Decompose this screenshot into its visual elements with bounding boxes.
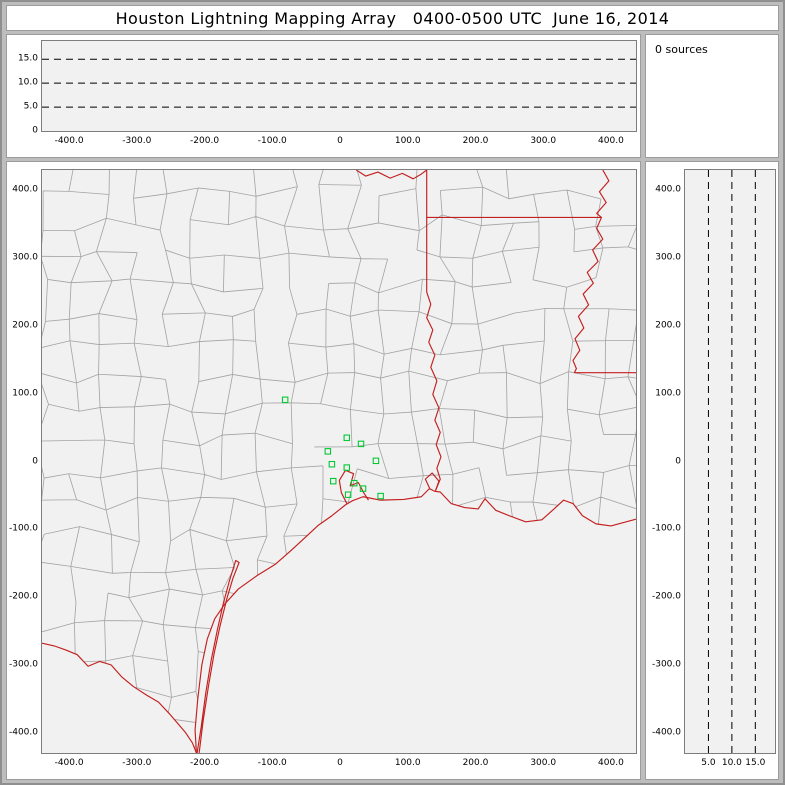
ew-distance-tick-label: 100.0: [394, 758, 421, 768]
lma-station-marker: [328, 460, 336, 468]
state-border-gulf-coastline: [194, 488, 636, 753]
lma-station-marker: [281, 396, 289, 404]
ew-distance-tick-label: -100.0: [257, 136, 287, 146]
ns-distance-tick-label: 300.0: [12, 252, 38, 263]
ew-distance-tick-label: -300.0: [122, 758, 152, 768]
ns-distance-tick-label: -100.0: [651, 523, 681, 534]
ns-distance-tick-label: 0: [675, 456, 681, 466]
ew-altitude-tick-label: 10.0: [17, 77, 38, 88]
ew-altitude-tick-label: 5.0: [23, 101, 38, 112]
ns-distance-tick-label: 300.0: [655, 252, 681, 263]
panel-altitude-vs-eastwest: 15.0 10.0 5.0 0 -400.0 -300.0 -200.0 -100.0 0 100…: [6, 34, 641, 158]
lma-station-marker: [350, 479, 358, 487]
ew-distance-tick-label: -200.0: [190, 758, 220, 768]
panel-plan-view-map: 400.0 300.0 200.0 100.0 0 -100.0 -200.0 -300.0 -…: [6, 161, 641, 780]
state-border-padre-island: [196, 559, 240, 753]
ns-distance-tick-label: 400.0: [655, 184, 681, 195]
ns-distance-tick-label: 100.0: [12, 388, 38, 399]
state-border-red-river: [355, 170, 428, 180]
ns-distance-tick-label: 0: [32, 456, 38, 466]
ew-distance-tick-label: 0: [337, 758, 343, 768]
ns-altitude-tick-label: 15.0: [745, 758, 766, 768]
ns-distance-tick-label: 200.0: [12, 320, 38, 331]
altitude-eastwest-plot-area[interactable]: [41, 40, 637, 132]
lma-station-marker: [359, 485, 367, 492]
source-count-label: 0 sources: [655, 43, 708, 56]
plan-view-plot-area[interactable]: [41, 169, 637, 754]
county-boundaries: [42, 170, 636, 753]
ns-distance-tick-label: 400.0: [12, 184, 38, 195]
lma-station-marker: [344, 491, 352, 498]
ew-distance-tick-label: -200.0: [190, 136, 220, 146]
alt-ew-plot-svg: [42, 58, 636, 108]
ew-distance-tick-label: -400.0: [54, 136, 84, 146]
lma-station-marker: [343, 434, 351, 442]
ew-distance-tick-label: -100.0: [257, 758, 287, 768]
ew-altitude-tick-label: 0: [32, 125, 38, 136]
ew-distance-tick-label: 100.0: [394, 136, 421, 146]
ns-distance-tick-label: -400.0: [8, 727, 38, 738]
ns-distance-tick-label: 200.0: [655, 320, 681, 331]
ns-altitude-tick-label: 5.0: [701, 758, 716, 768]
ns-distance-tick-label: -300.0: [8, 659, 38, 670]
ns-distance-tick-label: -200.0: [8, 591, 38, 602]
ns-distance-tick-label: -100.0: [8, 523, 38, 534]
state-border-rio-grande: [42, 642, 197, 753]
ns-distance-tick-label: -400.0: [651, 727, 681, 738]
ew-distance-tick-label: 0: [337, 136, 343, 146]
ew-distance-tick-label: 400.0: [598, 758, 624, 768]
ew-distance-tick-label: -400.0: [54, 758, 84, 768]
state-border-texas-louisiana-sabine: [426, 217, 442, 491]
lma-station-marker: [377, 492, 384, 500]
ew-distance-tick-label: 300.0: [530, 136, 557, 146]
panel-altitude-vs-northsouth: 400.0 300.0 200.0 100.0 0 -100.0 -200.0 -300.0 -…: [645, 161, 779, 780]
ew-distance-tick-label: 400.0: [598, 136, 624, 146]
ns-distance-tick-label: -300.0: [651, 659, 681, 670]
plan-view-map-svg: [42, 170, 636, 753]
lma-station-marker: [372, 457, 380, 465]
ns-distance-tick-label: 100.0: [655, 388, 681, 399]
window-title: Houston Lightning Mapping Array 0400-050…: [115, 8, 670, 28]
lma-station-marker: [343, 464, 351, 471]
lma-station-marker: [324, 448, 332, 455]
ew-distance-tick-label: 200.0: [462, 758, 489, 768]
title-bar: Houston Lightning Mapping Array 0400-050…: [6, 5, 779, 31]
ew-altitude-tick-label: 15.0: [17, 53, 38, 64]
state-border-galveston-bay: [338, 469, 369, 504]
ns-distance-tick-label: -200.0: [651, 591, 681, 602]
ns-altitude-tick-label: 10.0: [721, 758, 742, 768]
ew-distance-tick-label: 300.0: [530, 758, 557, 768]
ew-distance-tick-label: -300.0: [122, 136, 152, 146]
ew-distance-tick-label: 200.0: [462, 136, 489, 146]
state-border-mississippi-river: [572, 170, 610, 373]
lma-station-marker: [357, 440, 365, 448]
lma-station-marker: [329, 477, 337, 485]
panel-source-count: 0 sources: [645, 34, 779, 158]
alt-ns-plot-svg: [707, 170, 756, 753]
altitude-northsouth-plot-area[interactable]: [684, 169, 776, 754]
